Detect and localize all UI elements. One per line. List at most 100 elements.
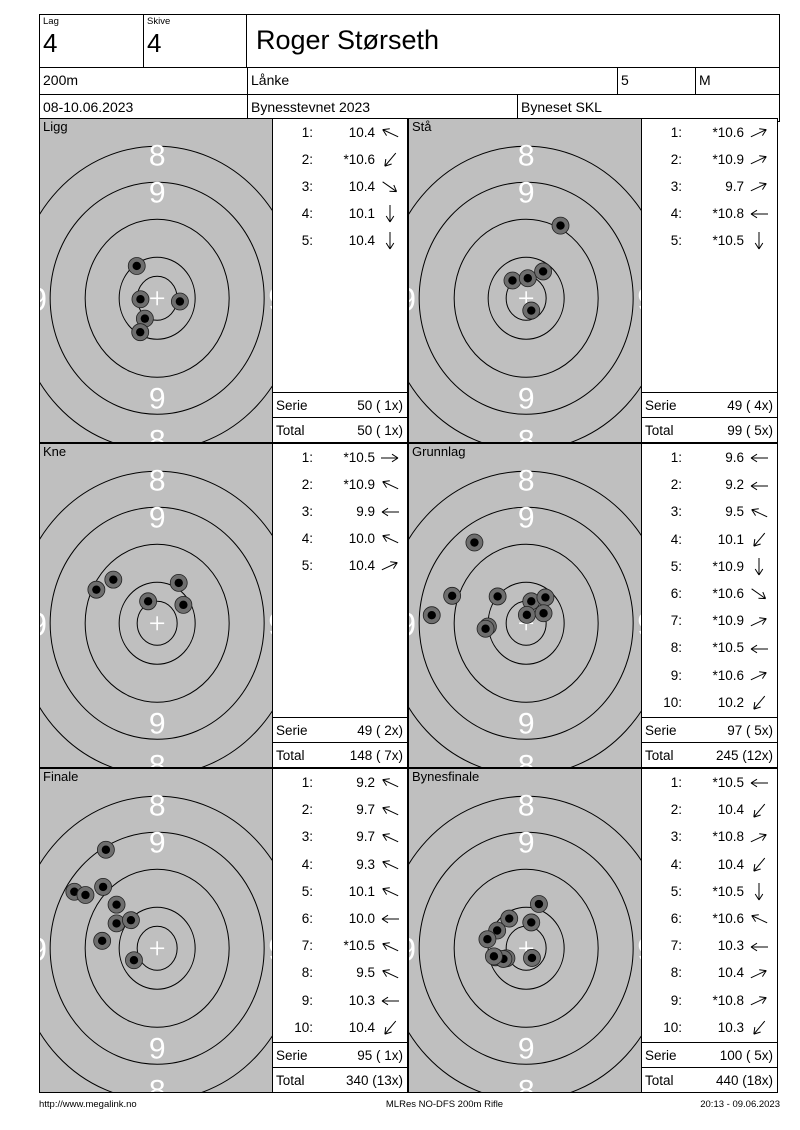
- shot-list-stå: 1: *10.6 2: *10.9 3: 9.7 4: *10.8 5: *10.5 Serie 49…: [642, 118, 778, 443]
- shot-row: 7: *10.9: [642, 607, 777, 634]
- shot-value: 10.3: [348, 992, 375, 1008]
- shooter-name: Roger Størseth: [256, 25, 440, 55]
- serie-label: Serie: [276, 1048, 308, 1063]
- svg-text:8: 8: [149, 464, 166, 497]
- svg-text:9: 9: [40, 281, 47, 317]
- shot-index: 8:: [301, 965, 313, 981]
- total-label: Total: [276, 1073, 305, 1088]
- shot-row: 5: 10.4: [273, 227, 407, 254]
- event-value: Bynesstevnet 2023: [251, 99, 371, 115]
- svg-text:9: 9: [268, 931, 272, 967]
- shot-row: 4: 10.1: [642, 526, 777, 553]
- serie-row: Serie 97 ( 5x): [642, 717, 777, 742]
- serie-label: Serie: [645, 398, 677, 413]
- shot-value: 10.4: [348, 179, 375, 194]
- shot-value: *10.9: [712, 558, 744, 574]
- shot-value: *10.6: [712, 585, 744, 601]
- shot-row: 6: *10.6: [642, 905, 777, 932]
- organizer-value: Byneset SKL: [521, 99, 602, 115]
- panel-finale: 8 9 9 9 9 8 Finale 1: 9.2 2: 9.7 3: 9.7 4: 9.3 5: 10.1 6:…: [39, 768, 408, 1093]
- serie-row: Serie 49 ( 4x): [642, 392, 777, 417]
- total-value: 148 ( 7x): [349, 748, 403, 763]
- shot-index: 4:: [301, 531, 313, 546]
- svg-text:9: 9: [518, 176, 535, 209]
- total-label: Total: [276, 423, 305, 438]
- serie-row: Serie 95 ( 1x): [273, 1042, 407, 1067]
- arrow-left: [375, 987, 405, 1014]
- organizer-cell: Byneset SKL: [517, 95, 779, 121]
- target-face-stå: 8 9 9 9 9 8 Stå: [408, 118, 642, 443]
- distance-cell: 200m: [40, 68, 247, 94]
- shot-index: 10:: [294, 1019, 313, 1035]
- shot-row: 3: *10.8: [642, 823, 777, 850]
- footer-program: MLRes NO-DFS 200m Rifle: [385, 1099, 504, 1110]
- svg-text:8: 8: [518, 1074, 535, 1092]
- svg-text:8: 8: [149, 749, 166, 767]
- shot-value: 10.0: [348, 531, 375, 546]
- class-number-value: 5: [621, 72, 629, 88]
- shot-row: 7: 10.3: [642, 932, 777, 959]
- shot-value: 10.1: [717, 531, 744, 547]
- shot-list-kne: 1: *10.5 2: *10.9 3: 9.9 4: 10.0 5: 10.4 Serie 49 (…: [273, 443, 408, 768]
- arrow-upper-left: [375, 796, 405, 823]
- shot-row: 1: *10.5: [642, 769, 777, 796]
- shot-value: 10.0: [348, 910, 375, 926]
- arrow-upper-left: [375, 932, 405, 959]
- shot-row: 10: 10.3: [642, 1014, 777, 1041]
- shot-value: 10.3: [717, 1019, 744, 1035]
- footer-url[interactable]: http://www.megalink.no: [39, 1099, 137, 1110]
- panel-band-2: 8 9 9 9 9 8 Kne 1: *10.5 2: *10.9 3: 9.9 4: 10.0 5: 10.4…: [39, 443, 780, 768]
- total-row: Total 245 (12x): [642, 742, 777, 767]
- header-row-identity: Lag 4 Skive 4 Roger Størseth: [40, 15, 779, 67]
- shooter-name-cell: Roger Størseth: [246, 15, 779, 67]
- serie-value: 50 ( 1x): [357, 398, 403, 413]
- shot-value: *10.5: [712, 640, 744, 656]
- arrow-down: [744, 227, 774, 254]
- shot-row: 5: *10.5: [642, 878, 777, 905]
- lag-label: Lag: [43, 16, 59, 27]
- arrow-down: [375, 227, 405, 254]
- shot-index: 4:: [670, 531, 682, 547]
- shot-rows: 1: *10.6 2: *10.9 3: 9.7 4: *10.8 5: *10.5: [642, 119, 777, 392]
- footer-timestamp: 20:13 - 09.06.2023: [700, 1099, 780, 1110]
- total-row: Total 440 (18x): [642, 1067, 777, 1092]
- panel-ligg: 8 9 9 9 9 8 Ligg 1: 10.4 2: *10.6 3: 10.4 4: 10.1 5: 10.…: [39, 118, 408, 443]
- shot-rows: 1: *10.5 2: *10.9 3: 9.9 4: 10.0 5: 10.4: [273, 444, 407, 717]
- lag-value: 4: [43, 28, 58, 58]
- shot-rows: 1: 10.4 2: *10.6 3: 10.4 4: 10.1 5: 10.4: [273, 119, 407, 392]
- shot-value: *10.9: [343, 477, 375, 492]
- shot-value: *10.8: [712, 992, 744, 1008]
- arrow-lower-right: [375, 173, 405, 200]
- shot-row: 9: *10.8: [642, 987, 777, 1014]
- shot-index: 2:: [301, 477, 313, 492]
- shot-index: 7:: [670, 938, 682, 954]
- shot-value: 10.4: [717, 856, 744, 872]
- shot-row: 10: 10.4: [273, 1014, 407, 1041]
- serie-label: Serie: [276, 398, 308, 413]
- shot-value: *10.6: [712, 667, 744, 683]
- shot-value: 10.3: [717, 938, 744, 954]
- shot-value: *10.9: [712, 152, 744, 167]
- total-row: Total 148 ( 7x): [273, 742, 407, 767]
- panel-title: Kne: [43, 444, 67, 459]
- shot-rows: 1: 9.2 2: 9.7 3: 9.7 4: 9.3 5: 10.1 6: 10.0 7: *10.5 8…: [273, 769, 407, 1042]
- panel-title: Bynesfinale: [412, 769, 480, 784]
- svg-text:9: 9: [637, 606, 641, 642]
- arrow-upper-left: [375, 959, 405, 986]
- svg-text:9: 9: [518, 382, 535, 415]
- shot-value: 9.2: [725, 477, 744, 493]
- arrow-upper-left: [375, 119, 405, 146]
- shot-index: 1:: [301, 775, 313, 790]
- shot-row: 8: 10.4: [642, 959, 777, 986]
- shot-index: 3:: [670, 829, 682, 845]
- shot-row: 10: 10.2: [642, 689, 777, 716]
- svg-text:9: 9: [518, 501, 535, 534]
- svg-text:8: 8: [518, 464, 535, 497]
- shot-index: 8:: [670, 640, 682, 656]
- skive-value: 4: [147, 28, 162, 58]
- shot-value: *10.9: [712, 613, 744, 629]
- arrow-down: [375, 200, 405, 227]
- panel-bynesfinale: 899998Bynesfinale1:*10.52:10.43:*10.84:1…: [408, 768, 778, 1093]
- shot-index: 4:: [670, 206, 682, 221]
- total-value: 99 ( 5x): [727, 423, 773, 438]
